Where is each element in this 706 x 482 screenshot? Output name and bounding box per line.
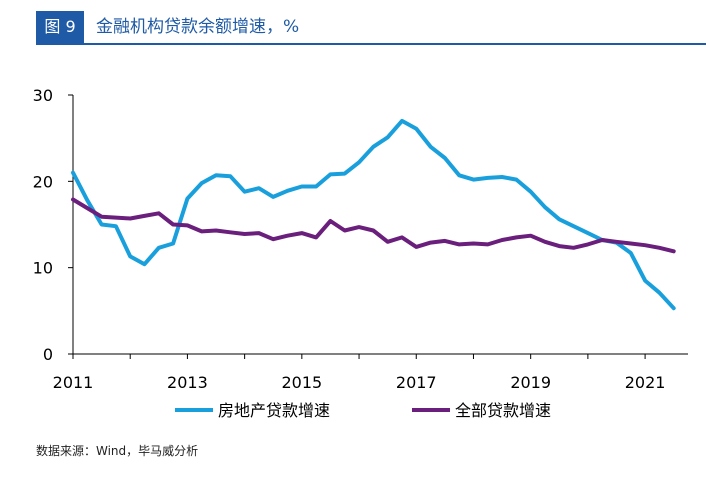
x-tick-label-2019: 2019: [510, 373, 551, 392]
source-note: 数据来源：Wind，毕马威分析: [36, 444, 199, 458]
x-tick-label-2015: 2015: [281, 373, 322, 392]
x-tick-label-2021: 2021: [625, 373, 666, 392]
y-tick-label-20: 20: [33, 172, 53, 191]
x-tick-label-2017: 2017: [396, 373, 437, 392]
y-tick-label-0: 0: [43, 345, 53, 364]
figure-title: 金融机构贷款余额增速，%: [96, 17, 300, 37]
y-tick-label-30: 30: [33, 86, 53, 105]
figure-number-badge: 图 9: [36, 11, 84, 43]
series-line-2: [71, 197, 676, 254]
header-divider: [36, 43, 706, 45]
x-tick-label-2013: 2013: [167, 373, 208, 392]
figure-header: 图 9 金融机构贷款余额增速，%: [36, 11, 706, 43]
series-line-1: [71, 118, 676, 311]
legend-label-2: 全部贷款增速: [455, 401, 551, 420]
y-tick-label-10: 10: [33, 259, 53, 278]
legend-label-1: 房地产贷款增速: [218, 401, 330, 420]
x-tick-label-2011: 2011: [53, 373, 94, 392]
